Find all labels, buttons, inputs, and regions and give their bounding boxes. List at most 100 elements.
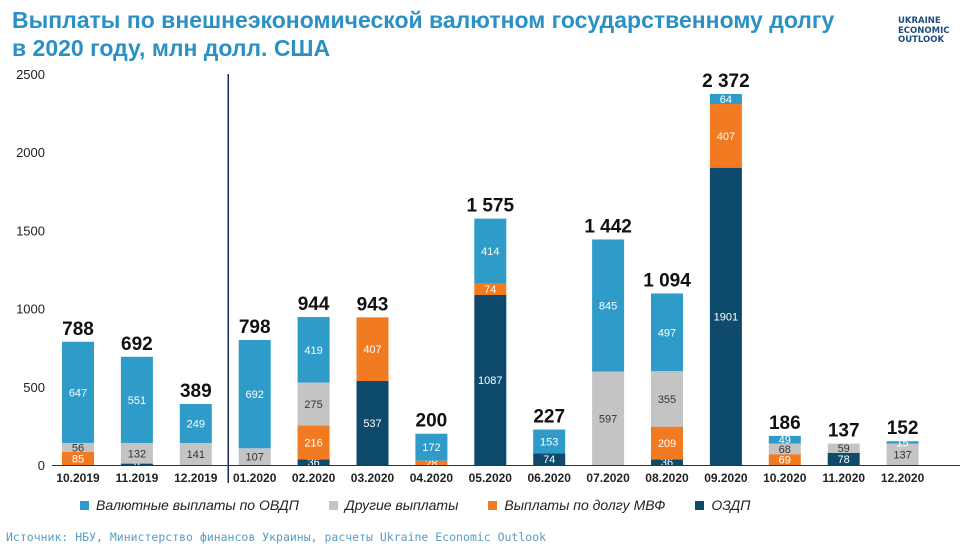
bar-segment-ovdp	[62, 341, 94, 443]
y-tick-label: 2500	[16, 67, 45, 82]
segment-label-ovdp: 551	[128, 395, 146, 407]
x-tick-label: 01.2020	[233, 471, 277, 485]
bar-segment-ovdp	[709, 94, 742, 105]
bar-segment-ovdp	[886, 441, 919, 444]
legend-label: Другие выплаты	[344, 497, 459, 513]
total-label: 788	[62, 319, 94, 340]
x-tick-label: 12.2019	[174, 471, 218, 485]
x-tick-label: 07.2020	[586, 471, 630, 485]
segment-label-other: 132	[128, 448, 146, 460]
segment-label-other: 355	[658, 394, 676, 406]
bar-segment-imf	[356, 317, 389, 382]
legend: Валютные выплаты по ОВДП Другие выплаты Вы…	[80, 496, 780, 514]
segment-label-imf: 28	[425, 458, 437, 470]
total-label: 389	[180, 381, 212, 402]
total-label: 200	[416, 411, 448, 432]
segment-label-imf: 407	[363, 344, 381, 356]
bar-segment-imf	[651, 426, 683, 460]
y-tick-label: 0	[38, 458, 45, 473]
bar-segment-ovdp	[533, 429, 566, 454]
segment-label-other: 59	[838, 443, 850, 455]
total-label: 152	[887, 418, 919, 439]
segment-label-ovdp: 497	[658, 327, 676, 339]
segment-label-other: 137	[893, 449, 911, 461]
logo-line-2: ECONOMIC	[898, 25, 950, 36]
bars-group: 8556647788913255169214124938910769279836…	[62, 71, 919, 471]
legend-swatch	[80, 500, 89, 510]
segment-label-other: 597	[599, 413, 617, 425]
legend-label: Выплаты по долгу МВФ	[504, 497, 666, 513]
legend-swatch	[695, 500, 705, 510]
legend-swatch	[328, 500, 338, 510]
bar-segment-other	[592, 371, 625, 465]
bar-segment-ozdp	[827, 452, 860, 465]
segment-label-ovdp: 64	[720, 94, 732, 106]
bar-segment-other	[768, 443, 801, 455]
total-label: 186	[769, 413, 801, 434]
x-tick-label: 02.2020	[292, 471, 336, 485]
x-tick-label: 10.2019	[56, 471, 100, 485]
segment-label-ovdp: 419	[304, 345, 322, 357]
bar-segment-ovdp	[120, 356, 153, 443]
segment-label-ovdp: 15	[896, 437, 908, 449]
bar-segment-imf	[768, 454, 801, 465]
legend-label: Валютные выплаты по ОВДП	[96, 497, 299, 513]
bar-segment-ozdp	[474, 294, 507, 465]
total-label: 798	[239, 317, 271, 338]
y-tick-label: 2000	[16, 145, 45, 160]
bar-segment-other	[651, 371, 683, 427]
total-label: 1 442	[584, 216, 632, 237]
bar-segment-other	[827, 443, 860, 453]
bar-segment-other	[179, 442, 212, 465]
total-label: 943	[357, 294, 389, 315]
bar-segment-other	[886, 443, 919, 465]
bar-segment-imf	[415, 460, 448, 465]
segment-label-other: 107	[246, 452, 264, 464]
bar-segment-ozdp	[709, 167, 742, 465]
bar-segment-ozdp	[356, 381, 389, 465]
y-axis: 0 500 1000 1500 2000 2500	[16, 67, 45, 473]
segment-label-ozdp: 537	[363, 418, 381, 430]
bar-segment-ozdp	[297, 459, 330, 465]
legend-item-other: Другие выплаты	[328, 497, 459, 513]
bar-segment-ovdp	[651, 293, 683, 372]
segment-label-ozdp: 78	[838, 454, 850, 466]
x-tick-label: 08.2020	[645, 471, 689, 485]
y-tick-label: 1500	[16, 223, 45, 238]
segment-label-ovdp: 249	[187, 418, 205, 430]
segment-label-imf: 216	[304, 437, 322, 449]
bar-segment-other	[62, 442, 94, 452]
segment-label-ovdp: 153	[540, 436, 558, 448]
total-label: 1 575	[467, 196, 515, 217]
segment-label-other: 56	[72, 442, 84, 454]
segment-label-ozdp: 74	[543, 454, 555, 466]
x-tick-label: 11.2020	[822, 471, 865, 485]
total-label: 2 372	[702, 71, 750, 92]
x-tick-label: 06.2020	[528, 471, 572, 485]
segment-label-ovdp: 647	[69, 387, 87, 399]
bar-segment-ovdp	[768, 435, 801, 444]
segment-label-other: 141	[187, 449, 205, 461]
bar-segment-other	[297, 382, 330, 426]
segment-label-ozdp: 1901	[714, 311, 738, 323]
total-label: 692	[121, 334, 153, 355]
total-label: 944	[298, 294, 330, 315]
segment-label-other: 68	[779, 444, 791, 456]
page-title: Выплаты по внешнеэкономической валютном …	[12, 7, 835, 61]
bar-segment-ovdp	[592, 239, 625, 372]
bar-segment-ovdp	[297, 317, 330, 383]
legend-item-imf: Выплаты по долгу МВФ	[488, 497, 665, 513]
legend-item-ovdp: Валютные выплаты по ОВДП	[80, 497, 299, 513]
segment-label-ovdp: 845	[599, 301, 617, 313]
total-label: 227	[533, 406, 565, 427]
bar-segment-ovdp	[474, 218, 507, 284]
bar-segment-imf	[709, 104, 742, 168]
segment-label-ovdp: 49	[779, 435, 791, 447]
segment-label-imf: 85	[72, 453, 84, 465]
x-tick-label: 04.2020	[410, 471, 454, 485]
bar-segment-ovdp	[238, 340, 271, 449]
segment-label-ozdp: 36	[307, 457, 319, 469]
logo-line-3: OUTLOOK	[898, 35, 945, 45]
segment-label-imf: 209	[658, 438, 676, 450]
bar-segment-other	[238, 448, 271, 465]
